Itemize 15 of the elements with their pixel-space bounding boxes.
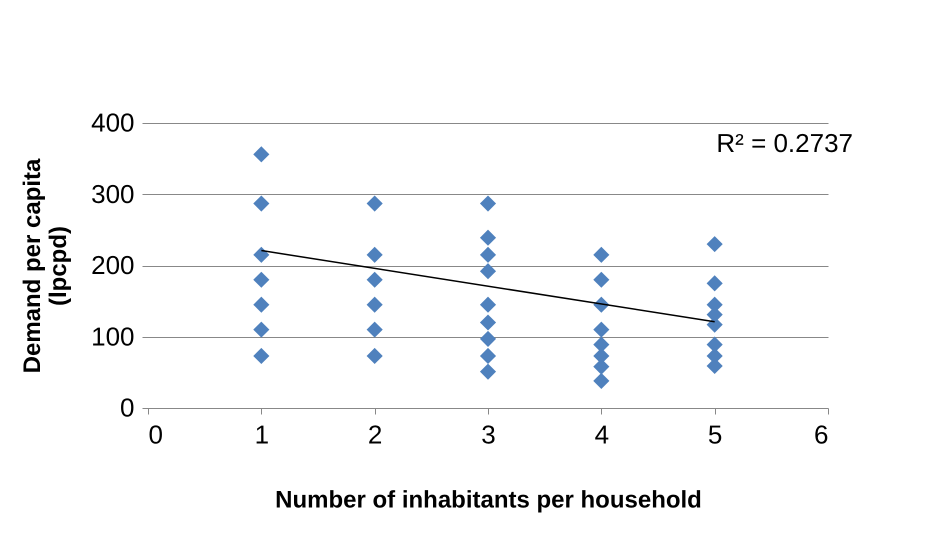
x-tick-label: 3: [481, 420, 496, 450]
y-tick-label: 300: [91, 178, 134, 209]
annotation: R² = 0.2737: [716, 128, 853, 158]
y-tick-label: 100: [91, 321, 134, 352]
x-tick-label: 5: [708, 420, 722, 450]
x-tick-label: 0: [148, 420, 163, 450]
x-tick-label: 4: [594, 420, 610, 450]
y-axis-title: Demand per capita (lpcpd): [19, 158, 72, 374]
y-tick-label: 0: [120, 392, 134, 422]
y-tick-label: 200: [91, 250, 134, 280]
y-tick-label: 400: [91, 108, 134, 138]
x-tick-label: 1: [254, 420, 270, 450]
x-tick-label: 6: [814, 420, 828, 450]
x-axis-title: Number of inhabitants per household: [275, 486, 702, 514]
x-tick-label: 2: [368, 420, 382, 450]
